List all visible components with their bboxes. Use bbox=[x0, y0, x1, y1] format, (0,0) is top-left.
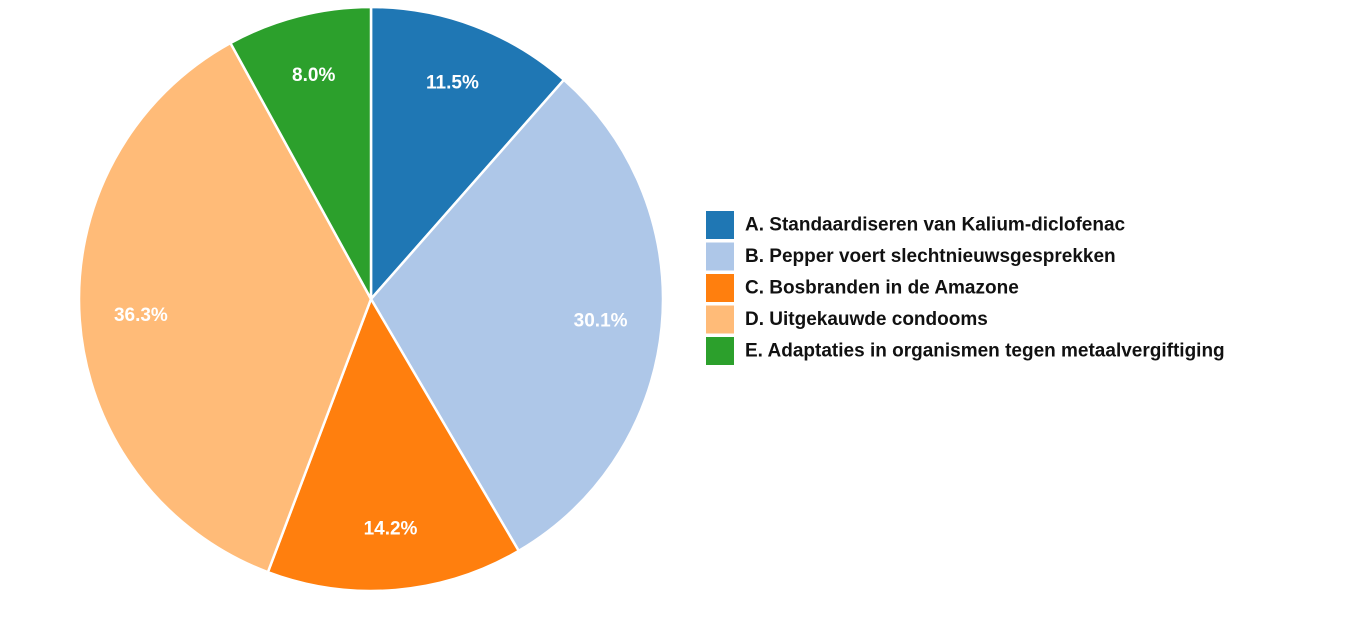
legend-item-b: B. Pepper voert slechtnieuwsgesprekken bbox=[706, 242, 1116, 271]
legend-item-c: C. Bosbranden in de Amazone bbox=[706, 274, 1019, 302]
pie-data-labels: 11.5% 30.1% 14.2% 36.3% 8.0% bbox=[114, 65, 628, 539]
legend-label: A. Standaardiseren van Kalium-diclofenac bbox=[745, 215, 1126, 236]
slice-data-label-a: 11.5% bbox=[426, 73, 479, 94]
slice-data-label-e: 8.0% bbox=[292, 65, 335, 86]
legend-label: E. Adaptaties in organismen tegen metaal… bbox=[745, 341, 1225, 362]
legend-label: B. Pepper voert slechtnieuwsgesprekken bbox=[745, 246, 1116, 267]
pie-slice-a bbox=[369, 5, 566, 301]
legend-item-e: E. Adaptaties in organismen tegen metaal… bbox=[706, 337, 1225, 365]
slice-data-label-d: 36.3% bbox=[114, 305, 168, 326]
pie-slice-c bbox=[266, 297, 520, 593]
legend: A. Standaardiseren van Kalium-diclofenac… bbox=[706, 211, 1225, 365]
legend-swatch bbox=[706, 211, 734, 239]
pie-slice-d bbox=[77, 41, 373, 574]
legend-item-d: D. Uitgekauwde condooms bbox=[706, 305, 988, 334]
legend-swatch bbox=[706, 337, 734, 365]
legend-swatch bbox=[706, 305, 734, 334]
legend-label: C. Bosbranden in de Amazone bbox=[745, 278, 1019, 299]
slice-data-label-c: 14.2% bbox=[364, 518, 418, 539]
pie-slices bbox=[77, 5, 665, 593]
pie-slice-e bbox=[229, 5, 373, 301]
legend-item-a: A. Standaardiseren van Kalium-diclofenac bbox=[706, 211, 1126, 239]
legend-label: D. Uitgekauwde condooms bbox=[745, 309, 988, 330]
legend-swatch bbox=[706, 242, 734, 271]
legend-swatch bbox=[706, 274, 734, 302]
slice-data-label-b: 30.1% bbox=[574, 311, 628, 332]
pie-slice-b bbox=[369, 78, 665, 553]
